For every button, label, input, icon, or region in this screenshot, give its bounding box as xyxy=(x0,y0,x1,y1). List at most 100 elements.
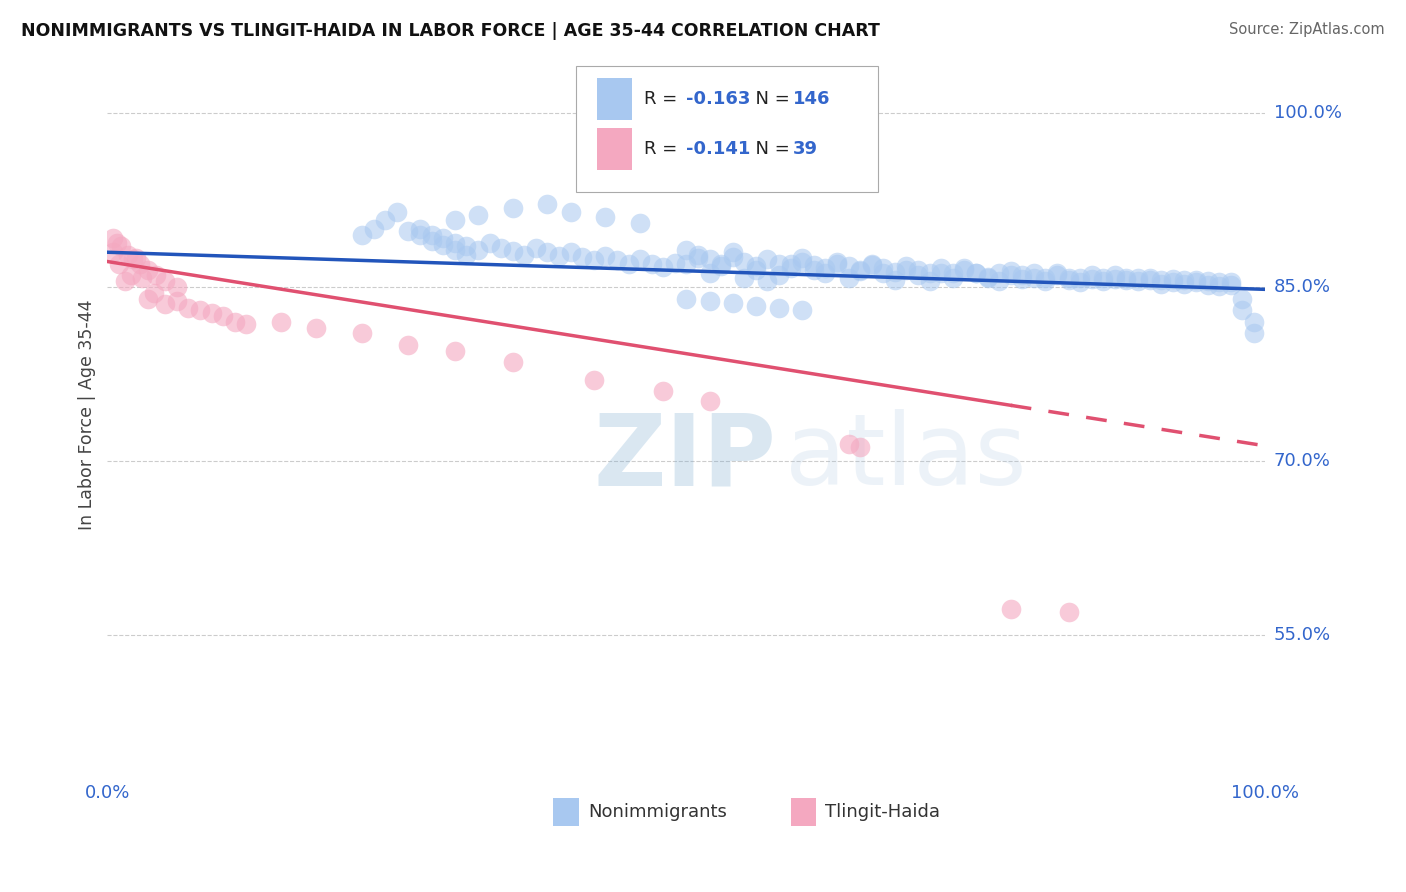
Point xyxy=(101,245,124,260)
Point xyxy=(929,261,952,276)
Point xyxy=(803,258,825,272)
Y-axis label: In Labor Force | Age 35-44: In Labor Force | Age 35-44 xyxy=(79,300,96,530)
Point xyxy=(1046,266,1069,280)
Point xyxy=(976,269,998,284)
Point xyxy=(352,326,374,341)
Point xyxy=(976,270,998,285)
Point xyxy=(953,261,976,276)
Point xyxy=(155,297,177,311)
Point xyxy=(1011,272,1033,286)
Text: -0.163: -0.163 xyxy=(686,90,751,108)
Point xyxy=(675,243,697,257)
Point xyxy=(733,270,755,285)
Point xyxy=(849,264,872,278)
Point xyxy=(628,252,651,267)
Point xyxy=(768,268,790,283)
Point xyxy=(792,254,814,268)
Point xyxy=(443,243,465,257)
Point xyxy=(125,251,148,265)
Point xyxy=(1092,274,1115,288)
Point xyxy=(212,309,235,323)
Point xyxy=(872,266,894,280)
Point xyxy=(235,317,257,331)
Point xyxy=(1011,268,1033,283)
Point xyxy=(385,204,408,219)
Text: NONIMMIGRANTS VS TLINGIT-HAIDA IN LABOR FORCE | AGE 35-44 CORRELATION CHART: NONIMMIGRANTS VS TLINGIT-HAIDA IN LABOR … xyxy=(21,22,880,40)
Point xyxy=(872,261,894,276)
Point xyxy=(1035,270,1057,285)
Point xyxy=(918,274,941,288)
Point xyxy=(131,270,153,285)
Point xyxy=(1161,276,1184,290)
Point xyxy=(420,227,443,242)
Point xyxy=(838,259,860,273)
Point xyxy=(409,227,432,242)
Text: N =: N = xyxy=(744,140,796,158)
Point xyxy=(907,262,929,277)
Point xyxy=(117,247,139,261)
Point xyxy=(142,285,165,300)
Point xyxy=(595,211,617,225)
Point xyxy=(1232,303,1254,318)
Point xyxy=(699,252,721,267)
Text: R =: R = xyxy=(644,140,682,158)
Point xyxy=(756,252,779,267)
Point xyxy=(1022,266,1045,280)
Point xyxy=(432,238,454,252)
Point xyxy=(536,245,558,260)
Point xyxy=(502,355,524,369)
Point xyxy=(942,270,965,285)
Point xyxy=(201,305,224,319)
Point xyxy=(745,259,768,273)
Point xyxy=(1243,326,1265,341)
Point xyxy=(896,262,918,277)
Point xyxy=(270,315,292,329)
Point xyxy=(1057,270,1080,285)
Point xyxy=(363,222,385,236)
Point xyxy=(640,257,662,271)
Point xyxy=(942,266,965,280)
Point xyxy=(652,260,675,275)
Point xyxy=(628,216,651,230)
Text: 146: 146 xyxy=(793,90,831,108)
Point xyxy=(965,266,987,280)
Point xyxy=(849,440,872,454)
Point xyxy=(1080,268,1102,283)
Point xyxy=(883,273,905,287)
Point xyxy=(988,266,1011,280)
Point xyxy=(929,266,952,280)
Point xyxy=(768,301,790,315)
Point xyxy=(1126,274,1149,288)
Point xyxy=(965,266,987,280)
Point xyxy=(1185,276,1208,290)
Point xyxy=(606,253,628,268)
Point xyxy=(664,255,686,269)
Point xyxy=(582,253,605,268)
Point xyxy=(177,301,200,315)
FancyBboxPatch shape xyxy=(598,128,631,170)
Point xyxy=(860,257,883,271)
Point xyxy=(1000,264,1022,278)
Point xyxy=(136,262,159,277)
Point xyxy=(792,251,814,265)
Point xyxy=(560,245,582,260)
Point xyxy=(571,250,593,264)
Text: 55.0%: 55.0% xyxy=(1274,626,1331,644)
Point xyxy=(1150,273,1173,287)
Point xyxy=(710,257,733,271)
Point xyxy=(443,343,465,358)
Point xyxy=(352,227,374,242)
Text: Source: ZipAtlas.com: Source: ZipAtlas.com xyxy=(1229,22,1385,37)
Point xyxy=(1161,272,1184,286)
Text: Tlingit-Haida: Tlingit-Haida xyxy=(825,803,941,822)
Point xyxy=(478,235,501,250)
Point xyxy=(1173,277,1195,291)
Point xyxy=(145,268,167,283)
Point xyxy=(136,292,159,306)
Point xyxy=(699,393,721,408)
Point xyxy=(224,315,246,329)
Point xyxy=(721,296,744,310)
Point xyxy=(467,208,489,222)
Point xyxy=(1219,277,1241,292)
Text: atlas: atlas xyxy=(785,409,1026,507)
